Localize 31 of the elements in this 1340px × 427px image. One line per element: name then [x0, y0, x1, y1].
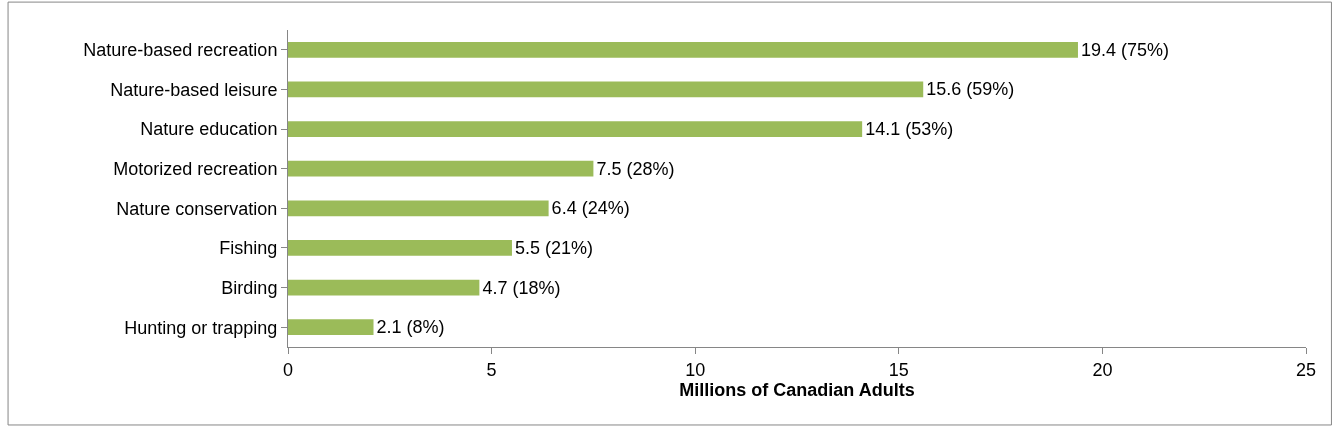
x-tick-label: 25 — [1295, 359, 1317, 380]
bar — [288, 160, 594, 177]
y-tick-label: Fishing — [219, 238, 278, 259]
data-label: 7.5 (28%) — [596, 158, 675, 179]
x-tick-label: 10 — [685, 359, 706, 380]
y-tick-label: Nature-based leisure — [110, 79, 278, 100]
data-label: 5.5 (21%) — [514, 237, 594, 258]
x-tick-label: 5 — [486, 359, 497, 380]
bar — [288, 319, 374, 336]
y-tick-label: Nature education — [140, 119, 278, 140]
bar — [288, 200, 549, 217]
data-label: 14.1 (53%) — [865, 119, 954, 140]
bar — [288, 279, 480, 296]
x-tick-label: 15 — [888, 359, 909, 380]
bar — [288, 121, 863, 137]
x-tick-label: 0 — [282, 359, 294, 380]
data-label: 4.7 (18%) — [482, 277, 561, 298]
y-tick-label: Motorized recreation — [113, 158, 278, 179]
bar — [288, 240, 512, 256]
x-axis-title: Millions of Canadian Adults — [679, 379, 915, 400]
bar — [288, 81, 924, 98]
data-label: 15.6 (59%) — [926, 79, 1015, 100]
y-tick-label: Nature conservation — [116, 198, 278, 219]
data-label: 19.4 (75%) — [1080, 39, 1170, 60]
y-tick-label: Nature-based recreation — [83, 40, 278, 61]
x-tick-label: 20 — [1092, 359, 1113, 380]
y-tick-label: Hunting or trapping — [124, 317, 278, 338]
data-label: 6.4 (24%) — [551, 198, 630, 219]
data-label: 2.1 (8%) — [376, 317, 445, 338]
y-tick-label: Birding — [221, 277, 278, 298]
bar — [288, 41, 1078, 58]
